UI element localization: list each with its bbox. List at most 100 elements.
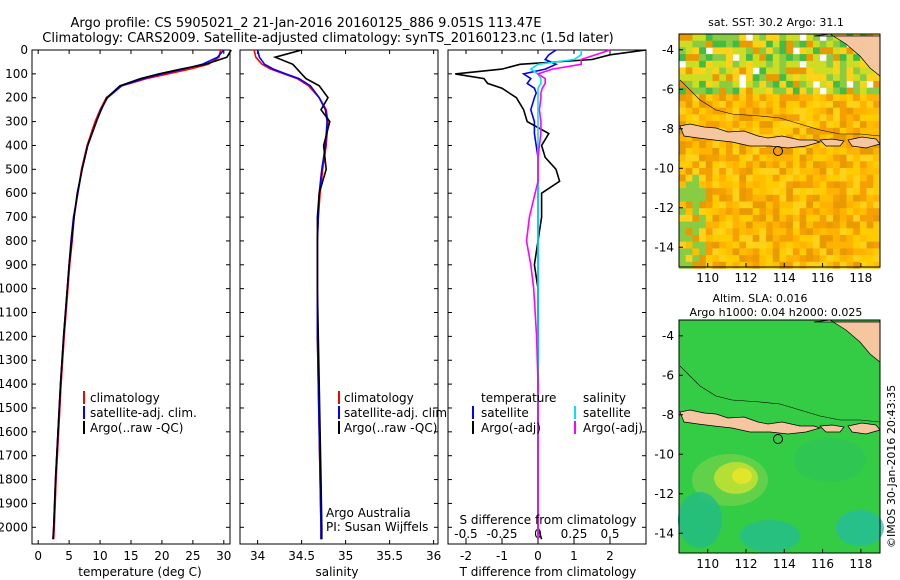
- series-line-satellite-adj-clim-: [256, 49, 328, 540]
- sst-cell: [759, 214, 767, 222]
- sst-cell: [846, 255, 854, 263]
- sst-cell: [813, 188, 820, 196]
- sst-cell: [779, 121, 787, 129]
- sst-cell: [685, 261, 693, 269]
- sst-cell: [833, 134, 841, 142]
- sst-cell: [759, 194, 767, 202]
- sst-cell: [792, 181, 800, 189]
- sst-cell: [813, 181, 820, 189]
- sst-cell: [719, 194, 727, 202]
- sst-cell: [699, 188, 707, 196]
- sst-cell: [685, 168, 693, 175]
- sst-cell: [846, 214, 854, 222]
- sst-cell: [739, 235, 747, 242]
- sst-cell: [752, 127, 760, 135]
- sst-cell: [819, 208, 827, 216]
- salinity-axes: 34 34.5 35 35.5 36: [240, 49, 441, 563]
- sst-cell: [813, 154, 820, 162]
- sst-cell: [772, 221, 780, 229]
- sst-cell: [685, 194, 693, 202]
- sst-cell: [746, 54, 753, 62]
- sst-cell: [792, 80, 800, 88]
- sst-cell: [779, 248, 787, 256]
- sla-blob: [678, 492, 722, 548]
- sst-cell: [826, 168, 834, 175]
- sst-cell: [806, 67, 814, 75]
- sst-cell: [705, 235, 713, 242]
- sst-cell: [732, 168, 740, 175]
- legend-label-climatology: climatology: [344, 391, 414, 405]
- sst-cell: [779, 67, 787, 75]
- sst-cell: [766, 154, 774, 162]
- sst-cell: [792, 34, 800, 41]
- sst-cell: [833, 228, 841, 236]
- sst-cell: [699, 201, 707, 209]
- sst-cell: [725, 47, 733, 55]
- sst-cell: [839, 54, 847, 62]
- sst-cell: [719, 188, 727, 196]
- sst-cell: [792, 127, 800, 135]
- sst-cell: [692, 201, 700, 209]
- x-tick-label: 5: [65, 549, 73, 563]
- sst-cell: [692, 54, 700, 62]
- sst-cell: [732, 87, 740, 95]
- sst-cell: [846, 188, 854, 196]
- argo-position-marker: [773, 434, 783, 444]
- sst-cell: [712, 261, 720, 269]
- sst-cell: [853, 74, 861, 82]
- sst-cell: [853, 255, 861, 263]
- sst-cell: [873, 154, 881, 162]
- sst-cell: [692, 101, 700, 108]
- sst-cell: [786, 60, 794, 68]
- sst-cell: [739, 201, 747, 209]
- difference-lines: [455, 49, 647, 540]
- sst-cell: [725, 255, 733, 263]
- sst-cell: [705, 80, 713, 88]
- sst-cell: [826, 47, 834, 55]
- sst-cell: [806, 248, 814, 256]
- sst-cell: [819, 201, 827, 209]
- sst-cell: [799, 40, 807, 48]
- sst-cell: [826, 101, 834, 108]
- sst-cell: [839, 127, 847, 135]
- sst-cell: [759, 127, 767, 135]
- sst-cell: [766, 94, 774, 102]
- y-tick-label: 1600: [0, 425, 28, 439]
- sst-cell: [739, 107, 747, 115]
- sst-cell: [699, 74, 707, 82]
- sst-cell: [772, 188, 780, 196]
- sst-cell: [792, 74, 800, 82]
- sst-cell: [792, 114, 800, 122]
- sst-cell: [692, 154, 700, 162]
- x-tick-label: 112: [735, 557, 758, 571]
- sst-cell: [839, 208, 847, 216]
- sst-cell: [699, 94, 707, 102]
- sst-cell: [725, 94, 733, 102]
- sst-cell: [746, 121, 753, 129]
- sst-cell: [792, 147, 800, 155]
- sst-cell: [819, 241, 827, 249]
- y-tick-label: 600: [5, 186, 28, 200]
- x-tick-label: 118: [849, 557, 872, 571]
- sst-cell: [739, 241, 747, 249]
- sst-cell: [679, 194, 686, 202]
- sst-cell: [752, 214, 760, 222]
- sst-cell: [766, 174, 774, 182]
- sst-cell: [799, 134, 807, 142]
- sst-cell: [819, 107, 827, 115]
- sst-cell: [692, 47, 700, 55]
- sst-cell: [712, 47, 720, 55]
- sst-cell: [859, 194, 867, 202]
- sst-cell: [712, 248, 720, 256]
- sst-cell: [739, 174, 747, 182]
- sst-cell: [732, 74, 740, 82]
- sst-cell: [799, 228, 807, 236]
- sla-blob: [836, 510, 884, 546]
- sst-cell: [859, 60, 867, 68]
- sst-cell: [792, 134, 800, 142]
- sst-cell: [779, 228, 787, 236]
- sst-cell: [866, 228, 874, 236]
- sst-cell: [725, 168, 733, 175]
- sst-cell: [806, 107, 814, 115]
- sst-cell: [853, 154, 861, 162]
